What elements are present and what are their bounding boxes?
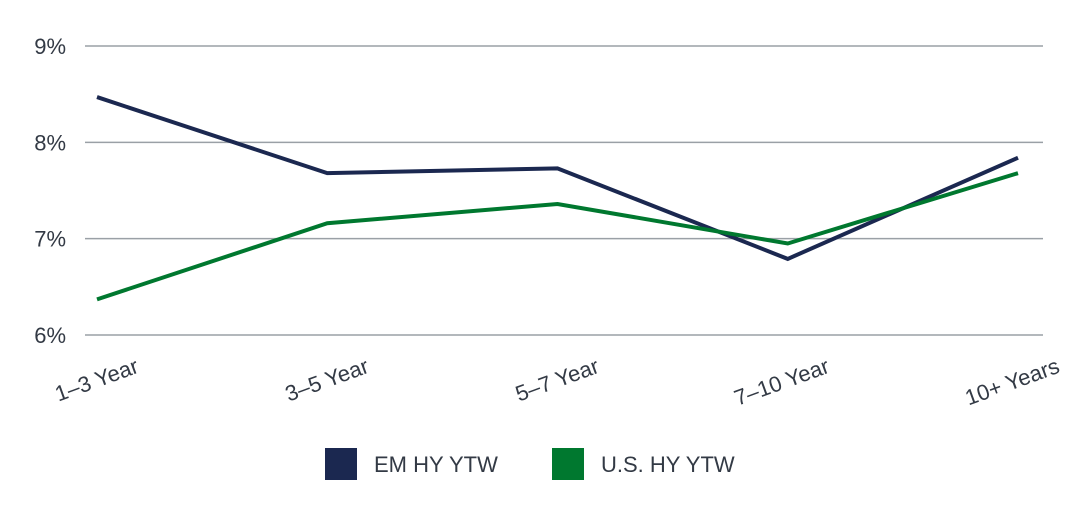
- y-tick-label: 7%: [34, 227, 66, 252]
- series-line-0: [96, 95, 1019, 262]
- x-tick-label: 10+ Years: [962, 353, 1063, 410]
- x-tick-label: 5–7 Year: [512, 353, 602, 406]
- x-tick-label: 3–5 Year: [282, 353, 372, 406]
- y-tick-label: 9%: [34, 34, 66, 59]
- legend-label: EM HY YTW: [374, 452, 498, 477]
- y-tick-label: 8%: [34, 130, 66, 155]
- legend-swatch: [552, 448, 584, 480]
- legend-swatch: [325, 448, 357, 480]
- y-tick-label: 6%: [34, 323, 66, 348]
- x-tick-label: 1–3 Year: [52, 353, 142, 406]
- series-line-1: [96, 171, 1019, 302]
- x-tick-label: 7–10 Year: [731, 353, 833, 410]
- legend-label: U.S. HY YTW: [601, 452, 735, 477]
